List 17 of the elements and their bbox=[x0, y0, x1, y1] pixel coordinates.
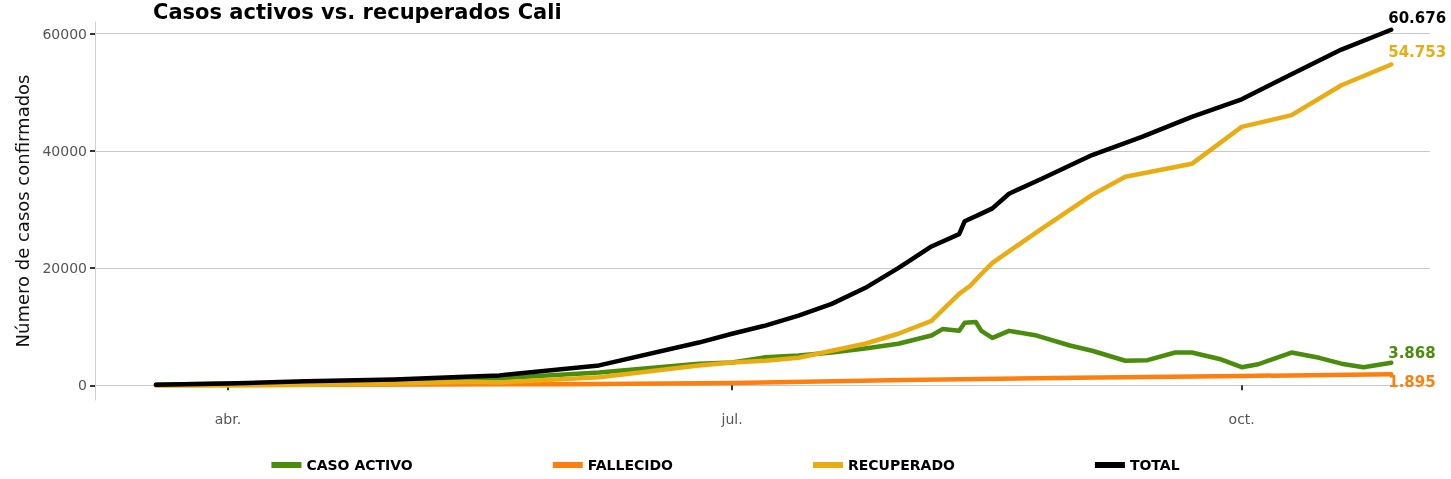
y-tick-label: 40000 bbox=[42, 142, 87, 159]
x-tick-label: jul. bbox=[720, 411, 743, 427]
chart-title: Casos activos vs. recuperados Cali bbox=[153, 0, 562, 24]
legend-label: CASO ACTIVO bbox=[306, 457, 413, 473]
data-label: 3.868 bbox=[1388, 343, 1436, 362]
y-tick-label: 60000 bbox=[42, 25, 87, 42]
data-label: 1.895 bbox=[1388, 373, 1436, 392]
data-label: 54.753 bbox=[1388, 43, 1447, 62]
y-tick-label: 20000 bbox=[42, 260, 87, 277]
x-tick-label: abr. bbox=[214, 411, 242, 427]
legend-label: FALLECIDO bbox=[587, 457, 674, 473]
legend-label: RECUPERADO bbox=[847, 457, 955, 473]
x-tick-label: oct. bbox=[1228, 411, 1255, 427]
data-label: 60.676 bbox=[1388, 8, 1447, 27]
y-tick-label: 0 bbox=[78, 377, 87, 394]
y-axis-title: Número de casos confirmados bbox=[12, 74, 34, 348]
legend-label: TOTAL bbox=[1129, 457, 1180, 473]
